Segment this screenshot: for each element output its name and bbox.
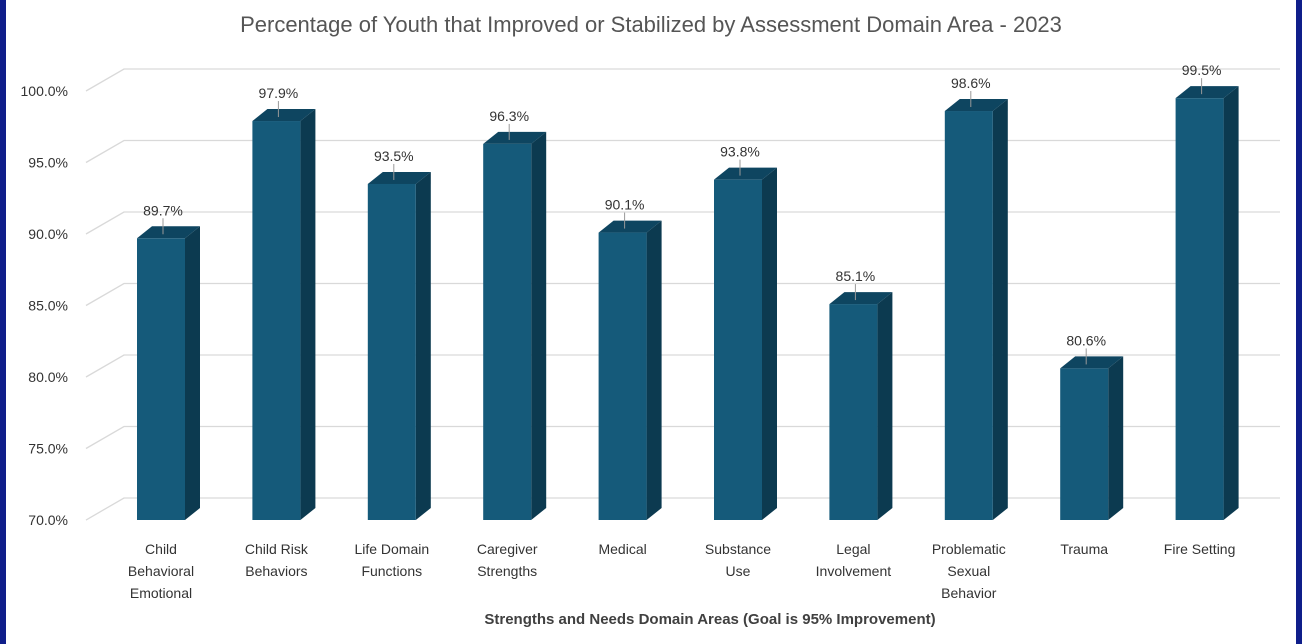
y-tick-label: 100.0% xyxy=(21,83,68,99)
bar xyxy=(1175,86,1239,521)
bar-side xyxy=(992,99,1008,521)
bar-front xyxy=(1060,368,1109,520)
x-tick-label: Substance Use xyxy=(705,541,771,579)
bar xyxy=(137,226,200,521)
data-label: 97.9% xyxy=(259,85,299,101)
data-label: 80.6% xyxy=(1066,332,1106,348)
grid-layer xyxy=(85,68,1280,521)
bar xyxy=(598,220,662,520)
gridline xyxy=(85,282,1280,307)
data-label: 93.5% xyxy=(374,148,414,164)
bar-front xyxy=(252,121,301,520)
bar-side xyxy=(1223,86,1239,521)
x-tick-label: Life Domain Functions xyxy=(354,541,429,579)
y-tick-label: 85.0% xyxy=(28,298,68,314)
gridline xyxy=(85,68,1280,92)
data-label: 98.6% xyxy=(951,75,991,91)
data-label: 85.1% xyxy=(836,268,876,284)
bar-top xyxy=(137,226,200,239)
bar xyxy=(1060,356,1124,520)
bar-front xyxy=(137,238,185,521)
bar-side xyxy=(877,292,893,520)
bar-front xyxy=(483,143,532,520)
gridline xyxy=(85,211,1280,235)
bar-front xyxy=(829,304,878,520)
bar-side xyxy=(531,131,547,520)
bars-layer xyxy=(137,86,1239,521)
bar-top xyxy=(483,131,547,144)
bar-side xyxy=(646,220,662,520)
x-tick-label: Trauma xyxy=(1060,541,1108,557)
bar-top xyxy=(367,171,431,184)
x-tick-label: Caregiver Strengths xyxy=(477,541,538,579)
bar-front xyxy=(598,232,647,520)
y-tick-label: 95.0% xyxy=(28,155,68,171)
bar xyxy=(944,99,1008,521)
bar xyxy=(714,167,777,520)
y-tick-label: 70.0% xyxy=(28,512,68,528)
bar-top xyxy=(714,167,777,180)
bar-front xyxy=(944,111,993,521)
bar-side xyxy=(1108,356,1124,520)
bar-side xyxy=(762,167,777,520)
chart-title: Percentage of Youth that Improved or Sta… xyxy=(240,12,1062,37)
y-tick-label: 90.0% xyxy=(28,226,68,242)
bar-side xyxy=(415,171,431,520)
y-tick-label: 75.0% xyxy=(28,441,68,457)
bar-front xyxy=(367,183,416,520)
x-tick-label: Problematic Sexual Behavior xyxy=(932,541,1006,601)
gridline xyxy=(85,139,1280,164)
y-tick-label: 80.0% xyxy=(28,369,68,385)
bar-top xyxy=(829,292,893,305)
x-tick-label: Legal Involvement xyxy=(816,541,892,579)
chart-frame: Percentage of Youth that Improved or Sta… xyxy=(6,0,1296,644)
bar-front xyxy=(1175,98,1224,521)
data-label: 90.1% xyxy=(605,197,645,213)
bar-top xyxy=(1060,356,1124,369)
bar xyxy=(829,292,893,520)
x-tick-label: Child Risk Behaviors xyxy=(245,541,309,579)
x-tick-label: Fire Setting xyxy=(1164,541,1236,557)
bar-side xyxy=(300,109,316,520)
gridline xyxy=(85,354,1280,378)
bar-top xyxy=(598,220,662,233)
data-label: 93.8% xyxy=(720,144,760,160)
bar xyxy=(483,131,547,520)
gridline xyxy=(85,497,1280,521)
x-tick-label: Child Behavioral Emotional xyxy=(128,541,194,601)
bar-top xyxy=(1175,86,1239,99)
bar-top xyxy=(944,99,1008,112)
data-label: 89.7% xyxy=(143,202,183,218)
data-label: 96.3% xyxy=(489,108,529,124)
x-axis-title: Strengths and Needs Domain Areas (Goal i… xyxy=(484,611,935,628)
bar-chart: Percentage of Youth that Improved or Sta… xyxy=(21,12,1280,628)
bar-front xyxy=(714,179,762,520)
gridline xyxy=(85,425,1280,450)
bar-top xyxy=(252,109,316,122)
bar xyxy=(367,171,431,520)
labels-layer: 100.0% 95.0% 90.0% 85.0% 80.0% 75.0% 70.0% 89.7… xyxy=(21,62,1236,601)
x-tick-label: Medical xyxy=(598,541,646,557)
bar-side xyxy=(185,226,200,521)
data-label: 99.5% xyxy=(1182,62,1222,78)
bar xyxy=(252,109,316,520)
